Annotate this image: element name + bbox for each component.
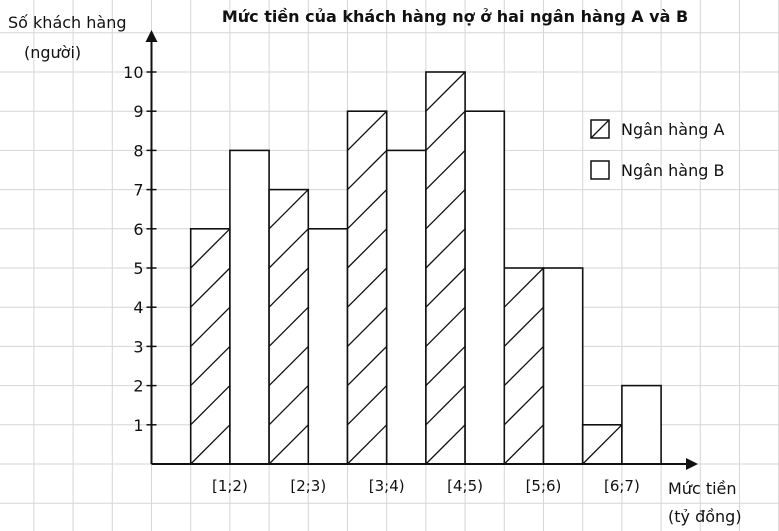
x-tick-label: [5;6) — [526, 477, 562, 495]
x-tick-label: [2;3) — [290, 477, 326, 495]
y-tick-label: 7 — [133, 181, 143, 200]
bar-bank-b — [307, 228, 349, 465]
hatch-line — [425, 149, 466, 191]
hatch-line — [425, 228, 466, 269]
x-axis-label-line1: Mức tiền — [668, 479, 737, 498]
hatch-line — [503, 306, 544, 347]
hatch-line — [190, 424, 231, 465]
hatch-line — [425, 267, 466, 308]
hatch-line — [190, 345, 231, 387]
hatch-line — [347, 345, 388, 387]
hatch-line — [347, 228, 388, 269]
hatch-line — [582, 424, 623, 465]
hatch-line — [347, 267, 388, 308]
x-axis-label-line2: (tỷ đồng) — [668, 507, 742, 526]
x-tick-label: [3;4) — [369, 477, 405, 495]
hatch-line — [347, 189, 388, 230]
y-tick-label: 5 — [133, 259, 143, 278]
hatch-line — [268, 267, 309, 308]
hatch-line — [503, 345, 544, 387]
hatch-line — [503, 424, 544, 465]
hatch-line — [268, 228, 309, 269]
y-tick-label: 8 — [133, 141, 143, 160]
y-tick-label: 4 — [133, 298, 143, 317]
hatch-line — [425, 424, 466, 465]
hatch-line — [268, 345, 309, 387]
hatch-line — [347, 424, 388, 465]
bar-bank-b — [464, 110, 506, 465]
y-tick-label: 2 — [133, 377, 143, 396]
hatch-line — [190, 267, 231, 308]
hatch-line — [190, 306, 231, 347]
hatch-line — [425, 345, 466, 387]
legend-hatch — [590, 119, 610, 139]
hatch-line — [347, 385, 388, 426]
hatch-line — [268, 424, 309, 465]
bar-bank-b — [621, 384, 662, 465]
bar-bank-b — [542, 267, 584, 465]
hatch-line — [190, 385, 231, 426]
legend: Ngân hàng A Ngân hàng B — [590, 119, 724, 180]
x-axis-arrow-icon — [686, 458, 698, 470]
x-tick-label: [4;5) — [447, 477, 483, 495]
legend-swatch-bank-b — [590, 160, 610, 180]
bar-bank-a — [189, 228, 231, 465]
axes: 1 2 3 4 5 6 7 8 9 10 — [123, 30, 698, 470]
y-tick-label: 3 — [133, 337, 143, 356]
hatch-line — [503, 267, 544, 308]
hatch-line — [425, 306, 466, 347]
hatch-line — [425, 385, 466, 426]
hatch-line — [347, 110, 388, 151]
legend-label: Ngân hàng B — [621, 161, 724, 180]
bars: [1;2) [2;3) [3;4) [4;5) [5;6) [6;7) — [189, 71, 662, 495]
hatch-line — [268, 385, 309, 426]
legend-label: Ngân hàng A — [621, 120, 724, 139]
y-tick-label: 6 — [133, 220, 143, 239]
hatch-line — [425, 189, 466, 230]
hatch-line — [347, 306, 388, 347]
hatch-line — [347, 149, 388, 191]
x-tick-label: [1;2) — [212, 477, 248, 495]
x-tick-label: [6;7) — [604, 477, 640, 495]
hatch-line — [268, 306, 309, 347]
hatch-line — [425, 71, 466, 112]
y-tick-label: 9 — [133, 102, 143, 121]
y-axis-arrow-icon — [145, 30, 158, 42]
bar-bank-b — [229, 149, 270, 465]
chart-title: Mức tiền của khách hàng nợ ở hai ngân hà… — [222, 7, 688, 26]
bar-bank-a — [425, 71, 466, 465]
y-axis-label-line1: Số khách hàng — [8, 13, 127, 32]
y-tick-label: 1 — [133, 416, 143, 435]
bar-bank-b — [385, 149, 427, 465]
y-tick-label: 10 — [123, 63, 143, 82]
hatch-line — [268, 189, 309, 230]
hatch-line — [425, 110, 466, 151]
y-axis-label-line2: (người) — [24, 43, 81, 62]
hatch-line — [503, 385, 544, 426]
hatch-line — [190, 228, 231, 269]
